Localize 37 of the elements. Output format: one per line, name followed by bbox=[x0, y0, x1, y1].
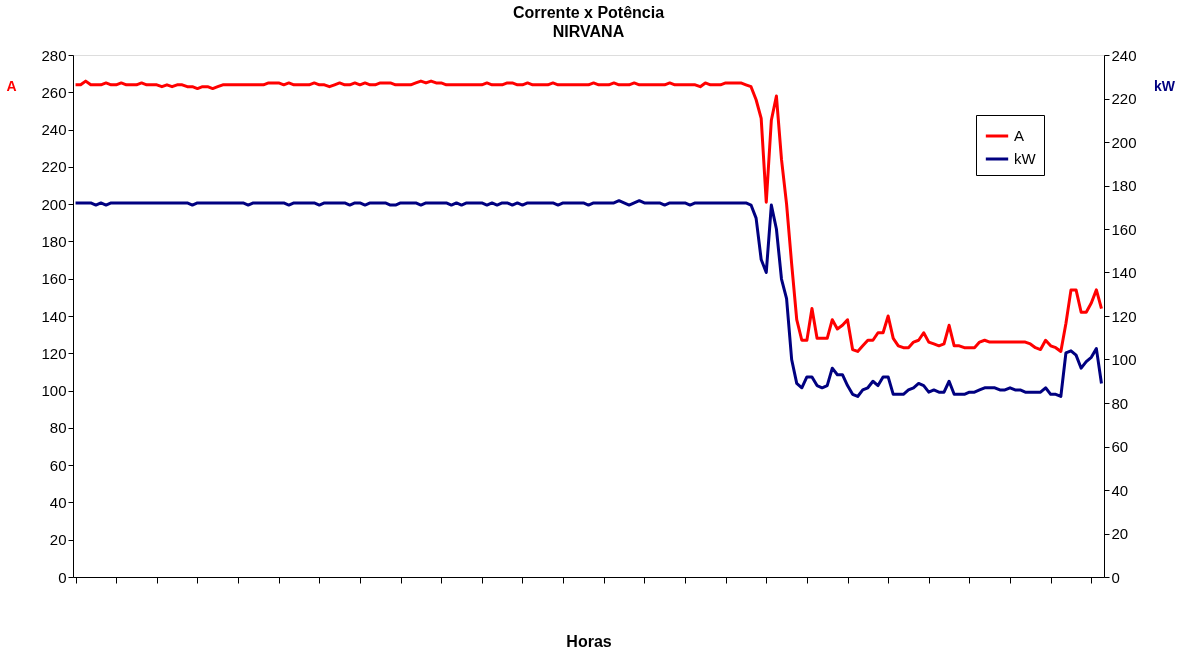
y2-tick-label: 220 bbox=[1111, 90, 1137, 107]
y2-tick-label: 0 bbox=[1111, 568, 1120, 586]
y2-tick-label: 120 bbox=[1111, 307, 1137, 325]
y2-tick-label: 140 bbox=[1111, 264, 1137, 281]
line-series bbox=[74, 199, 1103, 398]
y2-tick-label: 60 bbox=[1111, 438, 1129, 455]
chart-subtitle: NIRVANA bbox=[552, 23, 625, 40]
y-tick-label: 0 bbox=[58, 568, 67, 586]
y2-tick-label: 180 bbox=[1111, 177, 1137, 194]
y2-axis-title: kW bbox=[1154, 77, 1176, 94]
chart-title: Corrente x Potência bbox=[512, 4, 665, 21]
y2-tick-label: 20 bbox=[1111, 525, 1129, 542]
x-axis-title: Horas bbox=[566, 633, 612, 650]
y-tick-label: 160 bbox=[41, 270, 67, 288]
y2-tick-label: 80 bbox=[1111, 394, 1129, 412]
y-tick-label: 40 bbox=[49, 493, 67, 511]
y2-tick-label: 100 bbox=[1111, 351, 1137, 368]
line-series bbox=[74, 79, 1103, 353]
y-tick-label: 120 bbox=[41, 344, 67, 362]
y-tick-label: 240 bbox=[41, 121, 67, 139]
y-tick-label: 200 bbox=[41, 195, 67, 213]
y-tick-label: 80 bbox=[49, 419, 67, 437]
y2-tick-label: 160 bbox=[1111, 220, 1137, 238]
legend-label: kW bbox=[1014, 150, 1037, 167]
y2-tick-label: 200 bbox=[1111, 133, 1137, 151]
y-tick-label: 140 bbox=[41, 307, 67, 325]
legend-label: A bbox=[1014, 127, 1025, 144]
y-tick-label: 180 bbox=[41, 232, 67, 250]
y2-tick-label: 40 bbox=[1111, 481, 1129, 499]
y-tick-label: 220 bbox=[41, 158, 67, 176]
y-axis-title: A bbox=[6, 77, 17, 94]
y-tick-label: 100 bbox=[41, 382, 67, 400]
y-tick-label: 260 bbox=[41, 83, 67, 101]
y-tick-label: 60 bbox=[49, 456, 67, 474]
y-tick-label: 20 bbox=[49, 531, 67, 549]
y-tick-label: 280 bbox=[41, 46, 67, 64]
y2-tick-label: 240 bbox=[1111, 46, 1137, 64]
